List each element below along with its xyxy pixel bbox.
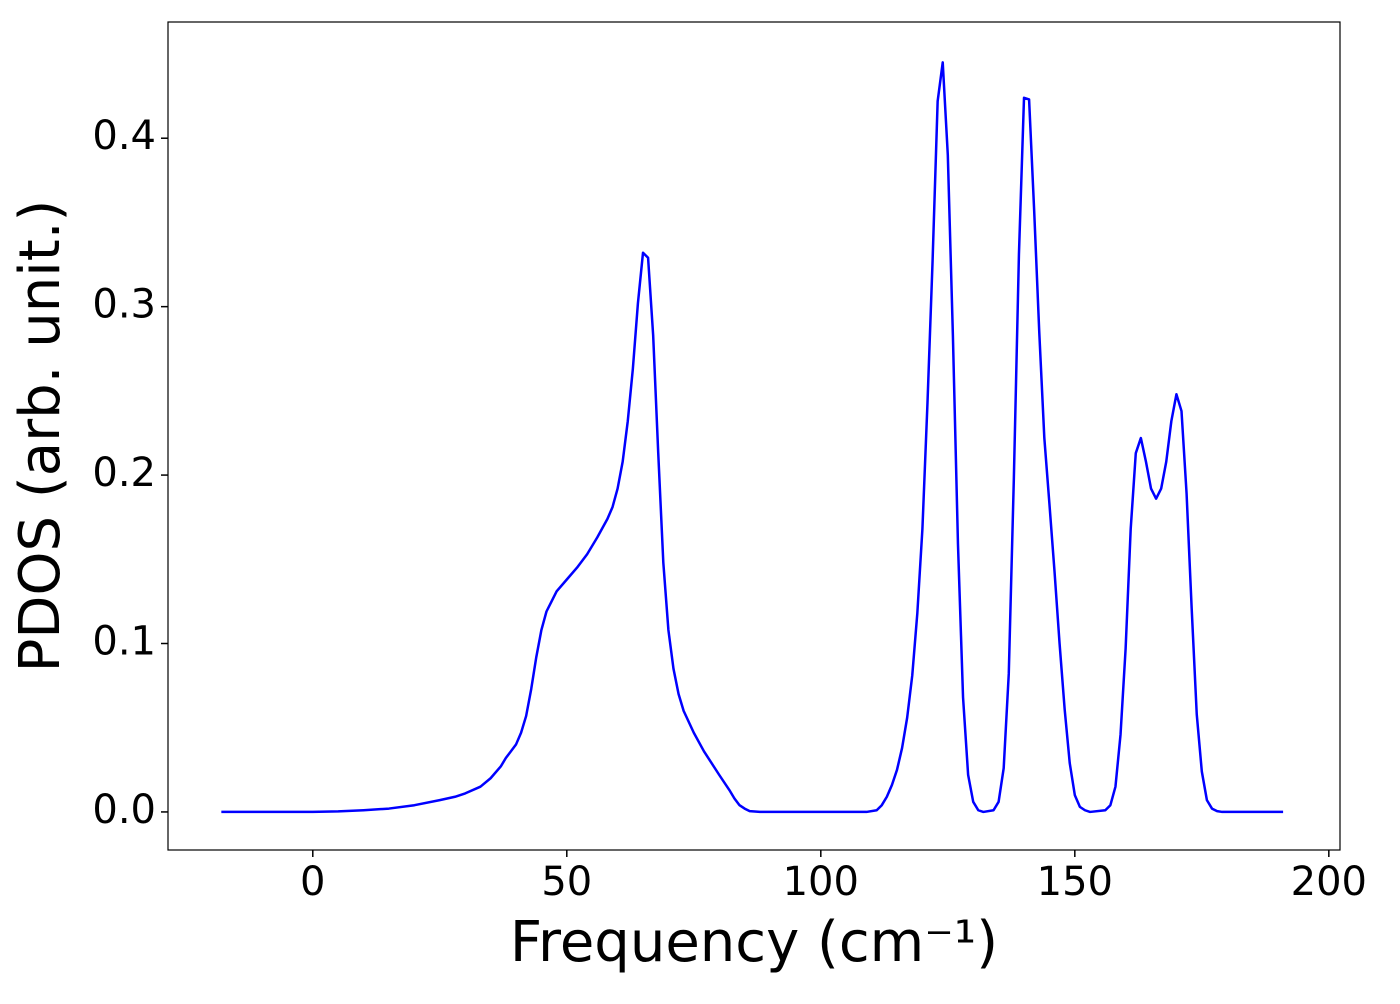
y-tick-label: 0.4 (92, 113, 156, 159)
y-tick-label: 0.3 (92, 282, 156, 328)
y-tick-label: 0.1 (92, 619, 156, 665)
y-tick-label: 0.0 (92, 787, 156, 833)
x-tick-label: 150 (1037, 859, 1113, 905)
y-axis-label: PDOS (arb. unit.) (8, 200, 73, 673)
x-tick-label: 200 (1291, 859, 1367, 905)
data-line (221, 61, 1284, 814)
y-tick-label: 0.2 (92, 450, 156, 496)
x-tick-label: 100 (783, 859, 859, 905)
x-tick-label: 50 (541, 859, 592, 905)
x-axis-label: Frequency (cm⁻¹) (510, 910, 998, 975)
plot-frame (167, 21, 1341, 851)
x-tick-label: 0 (300, 859, 325, 905)
